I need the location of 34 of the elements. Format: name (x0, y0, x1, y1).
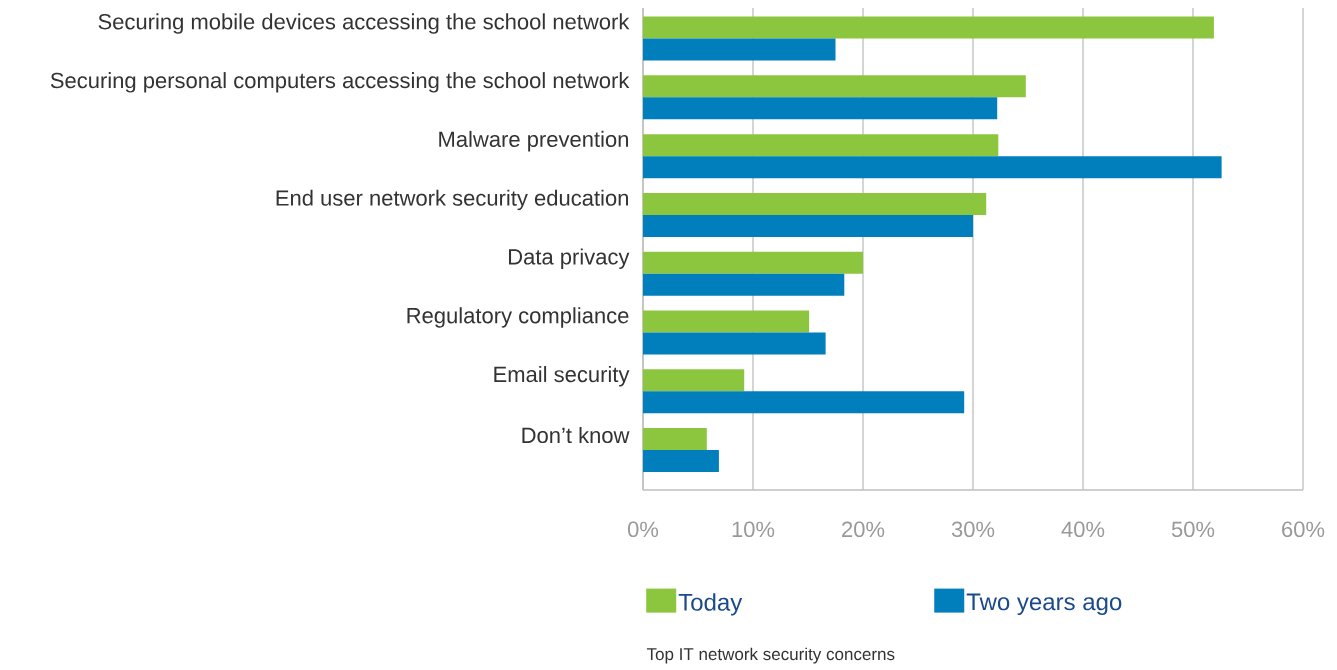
y-tick-label: Malware prevention (439, 130, 628, 152)
y-tick-label: Don’t know (522, 426, 630, 444)
x-tick-label: 50% (1171, 521, 1215, 538)
bar (643, 332, 826, 355)
x-tick-label: 60% (1282, 521, 1325, 538)
y-tick-label: Securing mobile devices accessing the school network (98, 13, 630, 34)
x-tick-label: 0% (627, 521, 659, 538)
legend-label: Two years ago (966, 593, 1122, 616)
y-tick-label: Data privacy (509, 248, 630, 269)
x-tick-label: 10% (732, 521, 775, 538)
bar (643, 134, 999, 157)
text: Top IT network security concerns (646, 647, 895, 664)
y-tick-label: Email security (494, 365, 630, 387)
y-tick-label: Regulatory compliance (407, 307, 629, 328)
bar (643, 273, 845, 296)
y-tick-label: Securing personal computers accessing the school network (50, 72, 630, 93)
x-tick-label: 40% (1061, 521, 1105, 538)
bar (643, 450, 719, 473)
bar (643, 38, 836, 61)
bar (643, 391, 965, 414)
bar (643, 428, 707, 451)
bar (643, 16, 1214, 39)
bar (643, 97, 998, 120)
bar (643, 251, 863, 274)
bar (643, 369, 745, 392)
bar (643, 156, 1222, 179)
bar (643, 310, 810, 333)
y-tick-label: End user network security education (276, 189, 628, 211)
x-tick-label: 30% (951, 521, 995, 538)
x-tick-label: 20% (842, 521, 885, 538)
bar (643, 75, 1026, 98)
bar (643, 214, 973, 237)
bar (643, 192, 987, 215)
legend-label: Today (678, 593, 743, 616)
